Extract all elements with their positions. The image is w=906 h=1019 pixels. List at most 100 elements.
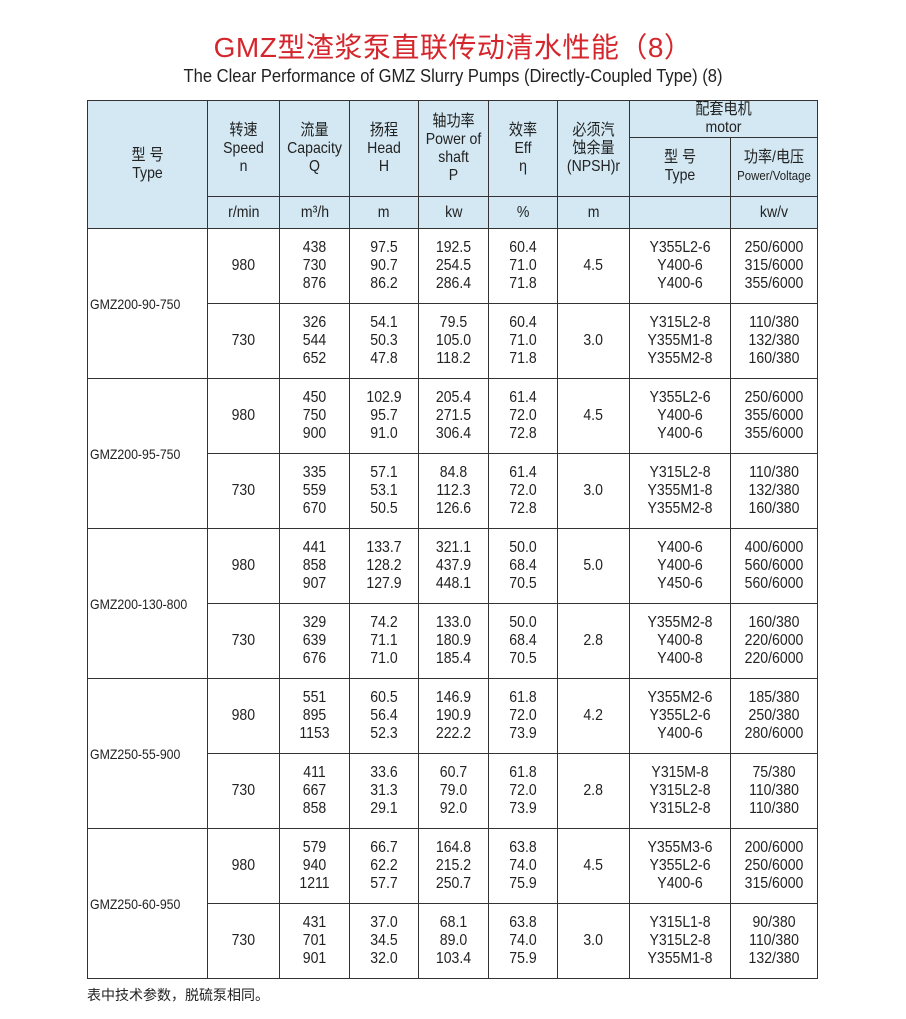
header-line: 配套电机 xyxy=(695,101,752,118)
unit-power: kw xyxy=(418,196,489,229)
cell-value: 37.0 xyxy=(370,914,398,931)
cell-value: 980 xyxy=(231,257,256,274)
header-npsh: 必须汽 蚀余量 (NPSH)r xyxy=(557,100,630,197)
cell-value: 97.5 xyxy=(370,239,398,256)
capacity-cell: 329 639 676 xyxy=(279,603,350,679)
pump-model-label: GMZ250-60-950 xyxy=(90,895,181,912)
npsh-cell: 4.5 xyxy=(557,378,630,454)
capacity-cell: 326 544 652 xyxy=(279,303,350,379)
cell-value: 71.1 xyxy=(370,632,398,649)
cell-value: 128.2 xyxy=(366,557,402,574)
table-row: 730 335 559 670 57.1 53.1 50.5 84.8 112.3 126.6 61… xyxy=(88,453,818,529)
cell-value: 132/380 xyxy=(748,950,800,967)
cell-value: 112.3 xyxy=(436,482,471,499)
cell-value: 74.0 xyxy=(509,932,537,949)
cell-value: 164.8 xyxy=(435,839,472,856)
cell-value: Y400-8 xyxy=(657,632,703,649)
header-line: 轴功率 xyxy=(432,112,475,130)
npsh-cell: 4.2 xyxy=(557,678,630,754)
eff-cell: 63.8 74.0 75.9 xyxy=(488,903,558,979)
header-line: 型 号 xyxy=(131,146,164,164)
cell-value: 1153 xyxy=(299,725,330,742)
cell-value: 730 xyxy=(231,332,256,349)
cell-value: Y355L2-6 xyxy=(649,389,711,406)
footnote: 表中技术参数，脱硫泵相同。 xyxy=(87,987,269,1003)
head-cell: 133.7 128.2 127.9 xyxy=(349,528,419,604)
cell-value: 73.9 xyxy=(509,725,537,742)
cell-value: 900 xyxy=(302,425,327,442)
header-line: Speed xyxy=(223,139,264,157)
motor-type-cell: Y315M-8 Y315L2-8 Y315L2-8 xyxy=(629,753,731,829)
cell-value: 34.5 xyxy=(370,932,398,949)
cell-value: 190.9 xyxy=(435,707,472,724)
cell-value: 730 xyxy=(231,782,256,799)
cell-value: 315/6000 xyxy=(744,257,804,274)
eff-cell: 50.0 68.4 70.5 xyxy=(488,603,558,679)
cell-value: 127.9 xyxy=(366,575,402,592)
cell-value: 560/6000 xyxy=(744,557,804,574)
cell-value: 220/6000 xyxy=(744,632,804,649)
header-line: η xyxy=(519,157,527,175)
cell-value: 68.1 xyxy=(439,914,468,931)
cell-value: 32.0 xyxy=(370,950,398,967)
cell-value: 730 xyxy=(231,632,256,649)
cell-value: 980 xyxy=(231,857,256,874)
eff-cell: 61.8 72.0 73.9 xyxy=(488,753,558,829)
cell-value: 110/380 xyxy=(749,314,799,331)
header-line: Head xyxy=(367,139,401,157)
motor-type-cell: Y400-6 Y400-6 Y450-6 xyxy=(629,528,731,604)
cell-value: 701 xyxy=(302,932,327,949)
cell-value: 551 xyxy=(302,689,327,706)
cell-value: 254.5 xyxy=(435,257,472,274)
unit-motor-pv: kw/v xyxy=(730,196,818,229)
cell-value: 57.1 xyxy=(370,464,398,481)
table-row: 730 329 639 676 74.2 71.1 71.0 133.0 180.9 185.4 5… xyxy=(88,603,818,679)
cell-value: 907 xyxy=(302,575,327,592)
cell-value: 103.4 xyxy=(435,950,472,967)
cell-value: 71.8 xyxy=(509,350,537,367)
cell-value: Y355L2-6 xyxy=(649,239,711,256)
cell-value: 185.4 xyxy=(435,650,472,667)
cell-value: Y315L2-8 xyxy=(649,800,711,817)
cell-value: 110/380 xyxy=(749,464,799,481)
eff-cell: 50.0 68.4 70.5 xyxy=(488,528,558,604)
header-line: Power/Voltage xyxy=(737,168,811,183)
cell-value: 250/6000 xyxy=(744,239,804,256)
unit-label: m xyxy=(587,203,600,221)
unit-label: r/min xyxy=(227,203,260,221)
cell-value: 4.5 xyxy=(583,257,604,274)
cell-value: 3.0 xyxy=(583,932,604,949)
cell-value: 355/6000 xyxy=(744,275,804,292)
motor-power-voltage-cell: 250/6000 315/6000 355/6000 xyxy=(730,228,818,304)
cell-value: 33.6 xyxy=(370,764,398,781)
cell-value: 132/380 xyxy=(748,482,800,499)
cell-value: 52.3 xyxy=(370,725,398,742)
speed-cell: 730 xyxy=(207,303,280,379)
unit-label: kw xyxy=(444,203,463,221)
cell-value: 980 xyxy=(231,407,256,424)
cell-value: 980 xyxy=(231,707,256,724)
header-line: (NPSH)r xyxy=(566,157,621,175)
cell-value: 105.0 xyxy=(435,332,472,349)
power-cell: 84.8 112.3 126.6 xyxy=(418,453,489,529)
eff-cell: 60.4 71.0 71.8 xyxy=(488,303,558,379)
speed-cell: 730 xyxy=(207,603,280,679)
npsh-cell: 4.5 xyxy=(557,828,630,904)
cell-value: Y355L2-6 xyxy=(649,857,711,874)
unit-speed: r/min xyxy=(207,196,280,229)
header-eff: 效率 Eff η xyxy=(488,100,558,197)
capacity-cell: 579 940 1211 xyxy=(279,828,350,904)
cell-value: 60.7 xyxy=(439,764,468,781)
speed-cell: 730 xyxy=(207,903,280,979)
cell-value: 133.7 xyxy=(366,539,402,556)
cell-value: 895 xyxy=(302,707,327,724)
cell-value: 60.4 xyxy=(509,239,537,256)
npsh-cell: 5.0 xyxy=(557,528,630,604)
cell-value: 61.4 xyxy=(509,464,537,481)
cell-value: 50.5 xyxy=(370,500,398,517)
cell-value: 560/6000 xyxy=(744,575,804,592)
cell-value: Y355M3-6 xyxy=(647,839,713,856)
header-line: Eff xyxy=(514,139,532,157)
cell-value: 329 xyxy=(302,614,327,631)
cell-value: 71.8 xyxy=(509,275,537,292)
